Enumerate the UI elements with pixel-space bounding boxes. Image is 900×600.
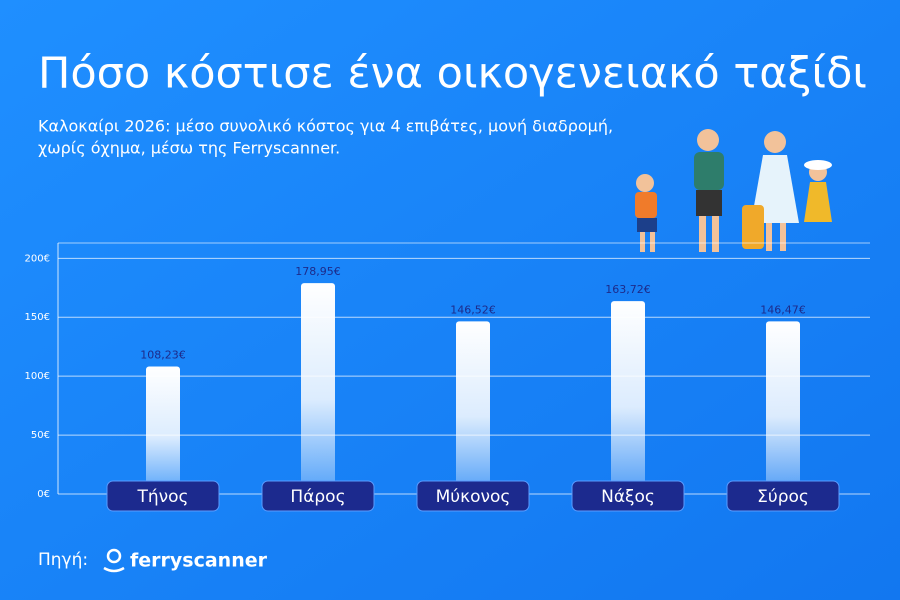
y-tick-label: 150€: [25, 312, 50, 323]
source-label: Πηγή:: [38, 550, 88, 570]
category-pill: [261, 480, 375, 512]
bar: [146, 366, 180, 494]
source-logo: [103, 548, 125, 573]
x-tick-label: Μύκονος: [436, 487, 511, 507]
y-tick-label: 200€: [25, 253, 50, 264]
value-label: 178,95€: [295, 265, 341, 278]
x-tick-label: Πάρος: [290, 487, 345, 507]
bar: [766, 321, 800, 494]
y-tick-label: 100€: [25, 371, 50, 382]
x-tick-label: Σύρος: [757, 487, 809, 507]
category-pill: [416, 480, 530, 512]
value-label: 163,72€: [605, 283, 651, 296]
source: ferryscanner: [130, 550, 268, 572]
bar: [456, 321, 490, 494]
category-pill: [571, 480, 685, 512]
category-pill: [106, 480, 220, 512]
subtitle: Καλοκαίρι 2026: μέσο συνολικό κόστος για…: [38, 117, 613, 136]
subtitle: χωρίς όχημα, μέσω της Ferryscanner.: [38, 139, 340, 158]
y-tick-label: 0€: [37, 489, 50, 500]
family-illustration: [635, 129, 832, 252]
category-pill: [726, 480, 840, 512]
value-label: 108,23€: [140, 348, 186, 361]
x-tick-label: Νάξος: [601, 487, 655, 507]
value-label: 146,47€: [760, 303, 806, 316]
bar: [611, 301, 645, 494]
chart-title: Πόσο κόστισε ένα οικογενειακό ταξίδι: [38, 49, 867, 99]
y-tick-label: 50€: [31, 430, 50, 441]
x-tick-label: Τήνος: [136, 487, 188, 507]
value-label: 146,52€: [450, 303, 496, 316]
bar: [301, 283, 335, 494]
